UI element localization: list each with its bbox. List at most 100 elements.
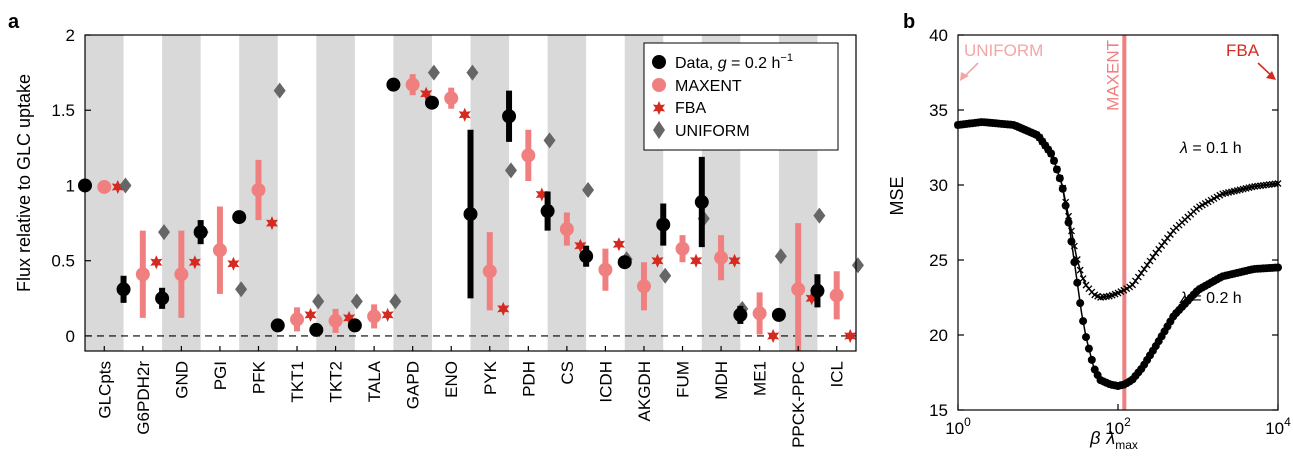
maxent-point bbox=[367, 309, 382, 324]
uniform-point bbox=[158, 224, 171, 241]
x-tick-label-b: 104 bbox=[1265, 415, 1291, 438]
x-tick-label: GLCpts bbox=[95, 361, 114, 419]
fba-point bbox=[150, 255, 163, 270]
maxent-point bbox=[212, 243, 227, 258]
maxent-point bbox=[482, 264, 497, 279]
panel-a: a 0 0.5 1 1.5 2 GLCpts G6PDH2r GND PGI PFK TKT1 TK… bbox=[8, 11, 864, 448]
legend-data-value: = 0.2 h bbox=[727, 55, 781, 72]
curve-marker-circle bbox=[1052, 165, 1061, 174]
curve-marker-cross bbox=[1076, 266, 1084, 274]
y-tick-label-b: 35 bbox=[929, 101, 948, 120]
x-tick-label: ME1 bbox=[751, 361, 770, 396]
x-tick-label: GAPD bbox=[404, 361, 423, 409]
uniform-point bbox=[389, 293, 402, 310]
category-band bbox=[316, 35, 355, 351]
y-axis-ticks: 0 0.5 1 1.5 2 bbox=[51, 26, 91, 346]
fba-point bbox=[574, 238, 587, 253]
y-tick-label-b: 15 bbox=[929, 401, 948, 420]
curve-marker-cross bbox=[1143, 261, 1151, 269]
maxent-point bbox=[636, 279, 651, 294]
legend-data-g: g bbox=[718, 55, 727, 72]
curve-marker-cross bbox=[1140, 265, 1148, 273]
lambda-02-val: = 0.2 h bbox=[1188, 290, 1242, 307]
x-label-lambda: λ bbox=[1105, 428, 1115, 448]
x-axis-label-b: β λmax bbox=[1089, 428, 1138, 452]
fba-point bbox=[535, 187, 548, 202]
x-tick-label: ENO bbox=[442, 361, 461, 398]
plot-marks bbox=[78, 64, 864, 351]
data-point bbox=[424, 95, 439, 110]
data-point bbox=[309, 322, 324, 337]
uniform-point bbox=[813, 207, 826, 224]
fba-point bbox=[227, 256, 240, 271]
x-tick-label: G6PDH2r bbox=[134, 361, 153, 435]
uniform-annotation: UNIFORM bbox=[964, 41, 1043, 60]
maxent-point bbox=[328, 313, 343, 328]
data-point bbox=[270, 318, 285, 333]
y-tick-label-b: 30 bbox=[929, 176, 948, 195]
uniform-point bbox=[774, 248, 787, 265]
legend-fba-star bbox=[652, 101, 666, 115]
x-label-sub: max bbox=[1115, 438, 1138, 452]
legend-maxent-label: MAXENT bbox=[675, 78, 742, 95]
curve-marker-circle bbox=[1067, 237, 1076, 246]
x-tick-label: ICL bbox=[828, 361, 847, 387]
uniform-point bbox=[543, 132, 556, 149]
lambda-02-label: λ = 0.2 h bbox=[1179, 290, 1242, 307]
y-tick-label-b: 40 bbox=[929, 26, 948, 45]
data-point bbox=[116, 282, 131, 297]
y-tick-label: 0.5 bbox=[51, 252, 75, 271]
legend-uniform-marker bbox=[653, 121, 665, 139]
legend-uniform-label: UNIFORM bbox=[675, 123, 750, 140]
curve-marker-cross bbox=[1131, 277, 1139, 285]
x-label-beta: β bbox=[1089, 428, 1100, 448]
category-band bbox=[547, 35, 587, 351]
curve-marker-circle bbox=[1087, 355, 1096, 364]
legend-fba-marker bbox=[652, 101, 666, 115]
maxent-point bbox=[675, 241, 690, 256]
y-tick-label: 2 bbox=[66, 26, 75, 45]
curve-marker-cross bbox=[1129, 281, 1137, 289]
data-point bbox=[155, 291, 170, 306]
legend-fba-label: FBA bbox=[675, 100, 706, 117]
data-point bbox=[386, 77, 401, 92]
legend: Data, g = 0.2 h−1 MAXENT FBA UNIFORM bbox=[643, 42, 839, 151]
curve-marker-circle bbox=[1082, 333, 1090, 342]
panel-b-label: b bbox=[903, 11, 915, 33]
x-tick-label: FUM bbox=[674, 361, 693, 398]
curve-marker-cross bbox=[1079, 275, 1087, 283]
maxent-point bbox=[714, 250, 729, 265]
x-axis-ticks: GLCpts G6PDH2r GND PGI PFK TKT1 TKT2 TALA GAPD EN… bbox=[95, 346, 847, 448]
uniform-point bbox=[427, 64, 440, 81]
legend-data-marker bbox=[652, 55, 666, 69]
maxent-annotation: MAXENT bbox=[1103, 40, 1122, 111]
uniform-point bbox=[504, 162, 517, 179]
legend-data-prefix: Data, bbox=[675, 55, 718, 72]
uniform-point bbox=[119, 177, 132, 194]
maxent-point bbox=[444, 91, 459, 106]
fba-annotation: FBA bbox=[1226, 41, 1260, 60]
maxent-point bbox=[251, 182, 266, 197]
y-axis-label-b: MSE bbox=[887, 176, 907, 215]
curve-marks bbox=[954, 35, 1282, 410]
maxent-point bbox=[97, 179, 112, 194]
x-tick-label: TALA bbox=[365, 360, 384, 402]
y-tick-label: 1 bbox=[66, 176, 75, 195]
x-tick-label: ICDH bbox=[596, 361, 615, 403]
maxent-point bbox=[598, 262, 613, 277]
fba-point bbox=[497, 301, 510, 316]
fba-arrow-head bbox=[1266, 71, 1276, 80]
y-tick-label: 1.5 bbox=[51, 101, 75, 120]
x-tick-label: AKGDH bbox=[635, 361, 654, 421]
curve-marker-cross bbox=[1137, 269, 1145, 277]
fba-point bbox=[265, 216, 278, 231]
data-point bbox=[771, 307, 786, 322]
x-tick-label-b: 102 bbox=[1105, 415, 1131, 438]
y-tick-label: 0 bbox=[66, 327, 75, 346]
uniform-point bbox=[466, 64, 479, 81]
y-axis-ticks-b: 15 20 25 30 35 40 bbox=[929, 26, 1278, 420]
curve-marker-cross bbox=[1149, 253, 1157, 261]
data-point bbox=[540, 204, 555, 219]
fba-arrow bbox=[1257, 62, 1276, 80]
